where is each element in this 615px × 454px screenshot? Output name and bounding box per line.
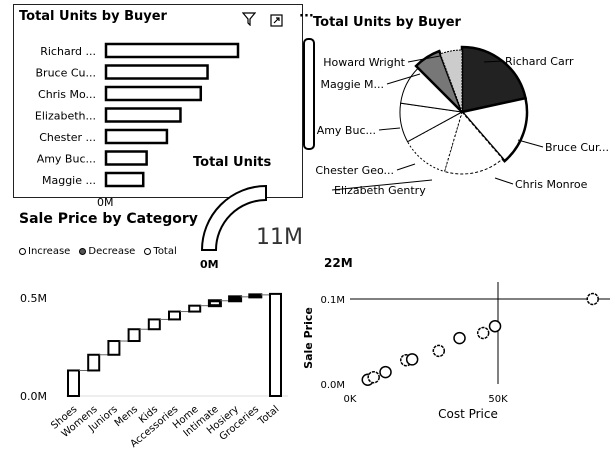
scatter-point-3 xyxy=(379,365,392,379)
scatter-chart: 0.1M 0.0M 0K 50K Cost Price Sale Price xyxy=(302,282,610,421)
pie-slice-7 xyxy=(414,49,464,113)
scatter-point-5 xyxy=(405,353,419,366)
bar-category-label: Amy Buc... xyxy=(37,153,96,166)
pie-slice-label: Richard Carr xyxy=(505,55,574,68)
bar-3 xyxy=(104,85,203,102)
bar-axis-zero-label: 0M xyxy=(97,196,114,209)
waterfall-bar-11 xyxy=(269,292,282,398)
waterfall-bar-9 xyxy=(228,295,243,303)
pie-slice-label: Howard Wright xyxy=(323,56,405,69)
waterfall-bar-7 xyxy=(188,304,202,313)
waterfall-bar-4 xyxy=(127,328,141,343)
legend-total-label: Total xyxy=(153,246,177,257)
pie-slice-label: Chester Geo... xyxy=(315,164,394,177)
scatter-point-6 xyxy=(432,344,446,358)
bar-5 xyxy=(104,128,169,145)
bar-4 xyxy=(104,107,182,123)
bar-1 xyxy=(104,42,240,59)
scatter-y-tick: 0.0M xyxy=(320,380,345,391)
pie-slice-label: Elizabeth Gentry xyxy=(334,184,426,197)
pie-slice-4 xyxy=(406,110,463,173)
waterfall-y-tick: 0.5M xyxy=(20,292,47,305)
scatter-y-axis-label: Sale Price xyxy=(302,307,315,369)
scatter-x-tick: 0K xyxy=(344,394,357,405)
waterfall-category-label: Mens xyxy=(113,404,140,429)
waterfall-category-label: Total xyxy=(256,404,282,428)
bar-6 xyxy=(104,150,148,166)
pie-slice-8 xyxy=(439,49,463,113)
pie-slice-label: Maggie M... xyxy=(321,78,385,91)
scatter-point-10 xyxy=(586,292,599,306)
waterfall-bar-5 xyxy=(147,318,161,331)
bar-category-label: Elizabeth... xyxy=(35,110,96,123)
bar-7 xyxy=(104,171,145,188)
waterfall-title: Sale Price by Category xyxy=(19,211,198,227)
pie-leader-line xyxy=(378,127,401,131)
bar-category-label: Chris Mo... xyxy=(38,88,96,101)
gauge-chart xyxy=(200,184,267,251)
pie-slice-2 xyxy=(459,96,529,163)
pie-leader-line xyxy=(331,179,433,191)
pie-leader-line xyxy=(407,55,441,63)
waterfall-chart: 0.5M0.0MShoesWomensJuniorsMensKidsAccess… xyxy=(20,292,289,450)
bar-chart-title: Total Units by Buyer xyxy=(19,9,167,24)
pie-slice-label: Amy Buc... xyxy=(317,124,376,137)
pie-leader-line xyxy=(494,177,514,185)
waterfall-bar-6 xyxy=(168,310,181,321)
pie-scrollbar[interactable] xyxy=(303,38,315,150)
bar-chart: Richard ... Bruce Cu... Chris Mo... Elizabe… xyxy=(35,42,240,188)
pie-leader-line xyxy=(483,60,504,63)
scatter-y-tick: 0.1M xyxy=(320,295,345,306)
bar-visual-frame[interactable] xyxy=(13,4,303,198)
pie-leader-line xyxy=(386,73,421,85)
filter-icon[interactable] xyxy=(241,11,257,27)
bar-category-label: Bruce Cu... xyxy=(36,67,97,80)
waterfall-bar-3 xyxy=(107,340,121,356)
gauge-title: Total Units xyxy=(193,155,272,170)
waterfall-bar-8 xyxy=(207,299,222,308)
pie-chart: Richard Carr Bruce Cur... Chris Monroe Eliz… xyxy=(315,45,609,197)
waterfall-legend: Increase Decrease Total xyxy=(19,240,181,259)
pie-leader-line xyxy=(396,163,416,171)
legend-decrease-label: Decrease xyxy=(88,246,136,257)
focus-mode-icon[interactable] xyxy=(270,12,283,27)
pie-slice-label: Bruce Cur... xyxy=(545,141,609,154)
bar-category-label: Maggie ... xyxy=(42,174,96,187)
pie-chart-title: Total Units by Buyer xyxy=(313,15,461,30)
pie-leader-line xyxy=(517,139,544,148)
waterfall-y-tick: 0.0M xyxy=(20,390,47,403)
bar-category-label: Richard ... xyxy=(40,45,96,58)
bar-category-label: Chester ... xyxy=(39,131,96,144)
scatter-point-9 xyxy=(488,319,502,333)
scatter-point-2 xyxy=(367,370,380,384)
waterfall-bar-1 xyxy=(67,369,80,397)
waterfall-bar-10 xyxy=(248,293,263,299)
pie-slice-label: Chris Monroe xyxy=(515,178,588,191)
scatter-x-axis-label: Cost Price xyxy=(438,407,498,421)
gauge-min-label: 0M xyxy=(200,258,219,271)
gauge-max-label: 22M xyxy=(324,256,353,270)
legend-increase-label: Increase xyxy=(28,246,71,257)
scatter-x-tick: 50K xyxy=(488,394,508,405)
gauge-arc xyxy=(200,184,267,251)
pie-slice-3 xyxy=(443,110,504,175)
legend-total[interactable]: Total xyxy=(144,246,177,257)
scatter-point-8 xyxy=(476,326,490,340)
waterfall-bar-2 xyxy=(87,353,101,372)
more-options-icon[interactable]: ··· xyxy=(299,9,314,24)
legend-increase[interactable]: Increase xyxy=(19,246,70,257)
legend-decrease[interactable]: Decrease xyxy=(79,246,135,257)
bar-2 xyxy=(104,64,209,80)
scatter-point-7 xyxy=(453,331,466,345)
gauge-value-label: 11M xyxy=(256,225,303,250)
